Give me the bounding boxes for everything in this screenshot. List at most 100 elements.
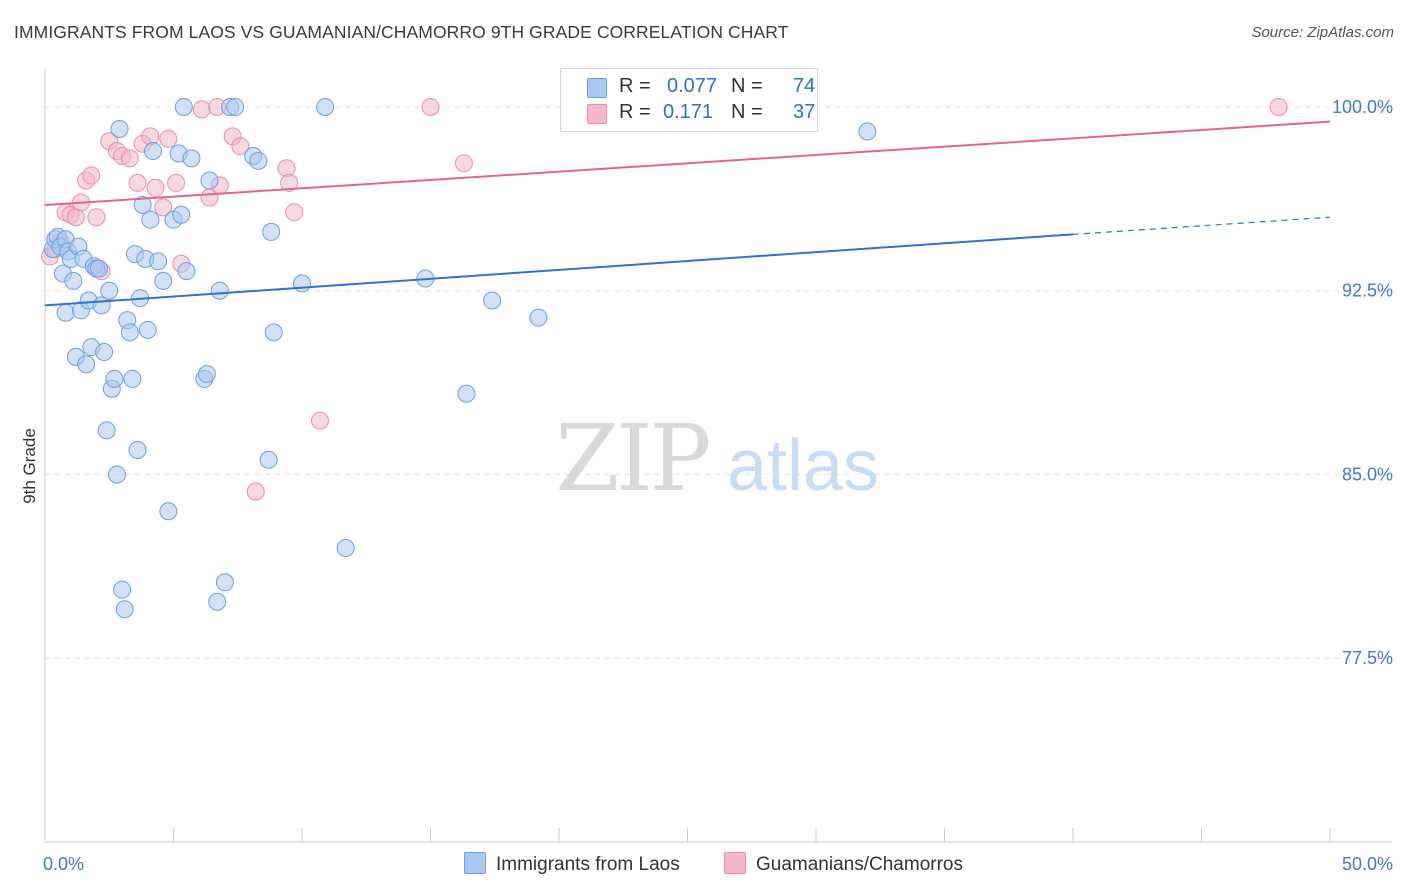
guamanians-point xyxy=(310,411,329,430)
source-label: Source: ZipAtlas.com xyxy=(1251,24,1394,41)
guamanians-point xyxy=(87,208,106,227)
laos-point xyxy=(249,151,268,170)
laos-point xyxy=(89,259,108,278)
laos-point xyxy=(858,122,877,141)
laos-point xyxy=(141,210,160,229)
laos-point xyxy=(123,369,142,388)
laos-point xyxy=(293,274,311,293)
guamanians-point xyxy=(280,173,299,192)
correlation-legend: R = 0.077 N = 74 R = 0.171 N = 37 xyxy=(560,68,818,132)
legend-swatch-guamanians xyxy=(587,104,607,124)
laos-point xyxy=(97,421,116,440)
laos-point xyxy=(215,573,234,592)
guamanians-point xyxy=(167,173,186,192)
guamanians-point xyxy=(421,97,440,116)
laos-point xyxy=(149,252,168,271)
chart-title: IMMIGRANTS FROM LAOS VS GUAMANIAN/CHAMOR… xyxy=(14,22,789,42)
laos-point xyxy=(143,142,162,161)
laos-point xyxy=(264,323,283,342)
bottom-legend-swatch-laos xyxy=(464,852,486,874)
laos-point xyxy=(120,323,139,342)
legend-n-value: 37 xyxy=(793,101,816,123)
bottom-legend-laos[interactable]: Immigrants from Laos xyxy=(464,852,680,876)
laos-point xyxy=(105,369,124,388)
laos-point xyxy=(110,120,129,139)
guamanians-point xyxy=(120,149,139,168)
laos-point xyxy=(197,365,216,384)
laos-point xyxy=(529,308,548,327)
laos-point xyxy=(107,465,126,484)
y-tick-label: 85.0% xyxy=(1342,464,1393,484)
watermark-atlas: atlas xyxy=(727,426,879,506)
laos-point xyxy=(95,342,114,361)
laos-point xyxy=(457,384,476,403)
bottom-legend-label-laos: Immigrants from Laos xyxy=(496,854,680,875)
laos-point xyxy=(133,195,152,214)
guamanians-trend-line xyxy=(44,120,1331,206)
x-tick-label: 0.0% xyxy=(43,854,84,874)
guamanians-point xyxy=(82,166,101,185)
legend-swatch-laos xyxy=(587,78,607,98)
laos-point xyxy=(56,303,75,322)
laos-point xyxy=(259,450,278,469)
guamanians-point xyxy=(246,482,265,501)
laos-trend-extension xyxy=(1072,216,1331,235)
laos-point xyxy=(200,171,219,190)
axes xyxy=(44,68,1392,843)
guamanians-point xyxy=(146,178,165,197)
guamanians-point xyxy=(285,203,304,222)
laos-point xyxy=(172,205,191,224)
guamanians-point xyxy=(231,137,250,156)
legend-n-label: N = xyxy=(731,101,763,123)
legend-n-value: 74 xyxy=(793,75,816,97)
laos-point xyxy=(138,320,157,339)
guamanians-point xyxy=(192,100,211,119)
laos-point xyxy=(208,592,227,611)
laos-point xyxy=(115,600,134,619)
legend-n-label: N = xyxy=(731,75,763,97)
guamanians-point xyxy=(159,129,178,148)
laos-point xyxy=(483,291,502,310)
legend-r-value: 0.077 xyxy=(667,75,718,97)
series-laos-points xyxy=(43,97,877,619)
laos-point xyxy=(159,502,178,521)
guamanians-point xyxy=(154,198,173,217)
laos-point xyxy=(336,538,355,557)
laos-point xyxy=(226,97,245,116)
laos-point xyxy=(113,580,132,599)
gridlines xyxy=(45,106,1392,659)
watermark-zip: ZIP xyxy=(555,405,708,512)
bottom-legend-label-guamanians: Guamanians/Chamorros xyxy=(756,854,963,875)
laos-point xyxy=(128,440,147,459)
laos-point xyxy=(316,97,335,116)
y-tick-label: 100.0% xyxy=(1332,97,1393,117)
y-tick-label: 77.5% xyxy=(1342,648,1393,668)
guamanians-point xyxy=(128,173,147,192)
legend-r-label: R = xyxy=(619,101,651,123)
guamanians-point xyxy=(1269,97,1288,116)
laos-point xyxy=(182,149,201,168)
laos-trend-line xyxy=(44,233,1074,307)
x-tick-label: 50.0% xyxy=(1342,854,1393,874)
y-tick-label: 92.5% xyxy=(1342,281,1393,301)
legend-r-value: 0.171 xyxy=(663,101,714,123)
bottom-legend-swatch-guamanians xyxy=(724,852,746,874)
laos-point xyxy=(210,281,229,300)
guamanians-point xyxy=(454,154,473,173)
laos-point xyxy=(177,262,196,281)
laos-point xyxy=(100,281,119,300)
tick-labels: 100.0% 92.5% 85.0% 77.5% 0.0% 50.0% xyxy=(43,97,1393,874)
laos-point xyxy=(154,271,173,290)
laos-point xyxy=(77,355,96,374)
watermark: ZIP atlas xyxy=(555,405,879,512)
trend-lines xyxy=(44,120,1331,307)
bottom-legend-guamanians[interactable]: Guamanians/Chamorros xyxy=(724,852,963,876)
laos-point xyxy=(262,222,281,241)
y-axis-label: 9th Grade xyxy=(20,428,39,504)
laos-point xyxy=(174,97,193,116)
guamanians-point xyxy=(277,159,296,178)
legend-r-label: R = xyxy=(619,75,651,97)
guamanians-point xyxy=(141,127,160,146)
laos-point xyxy=(64,271,83,290)
